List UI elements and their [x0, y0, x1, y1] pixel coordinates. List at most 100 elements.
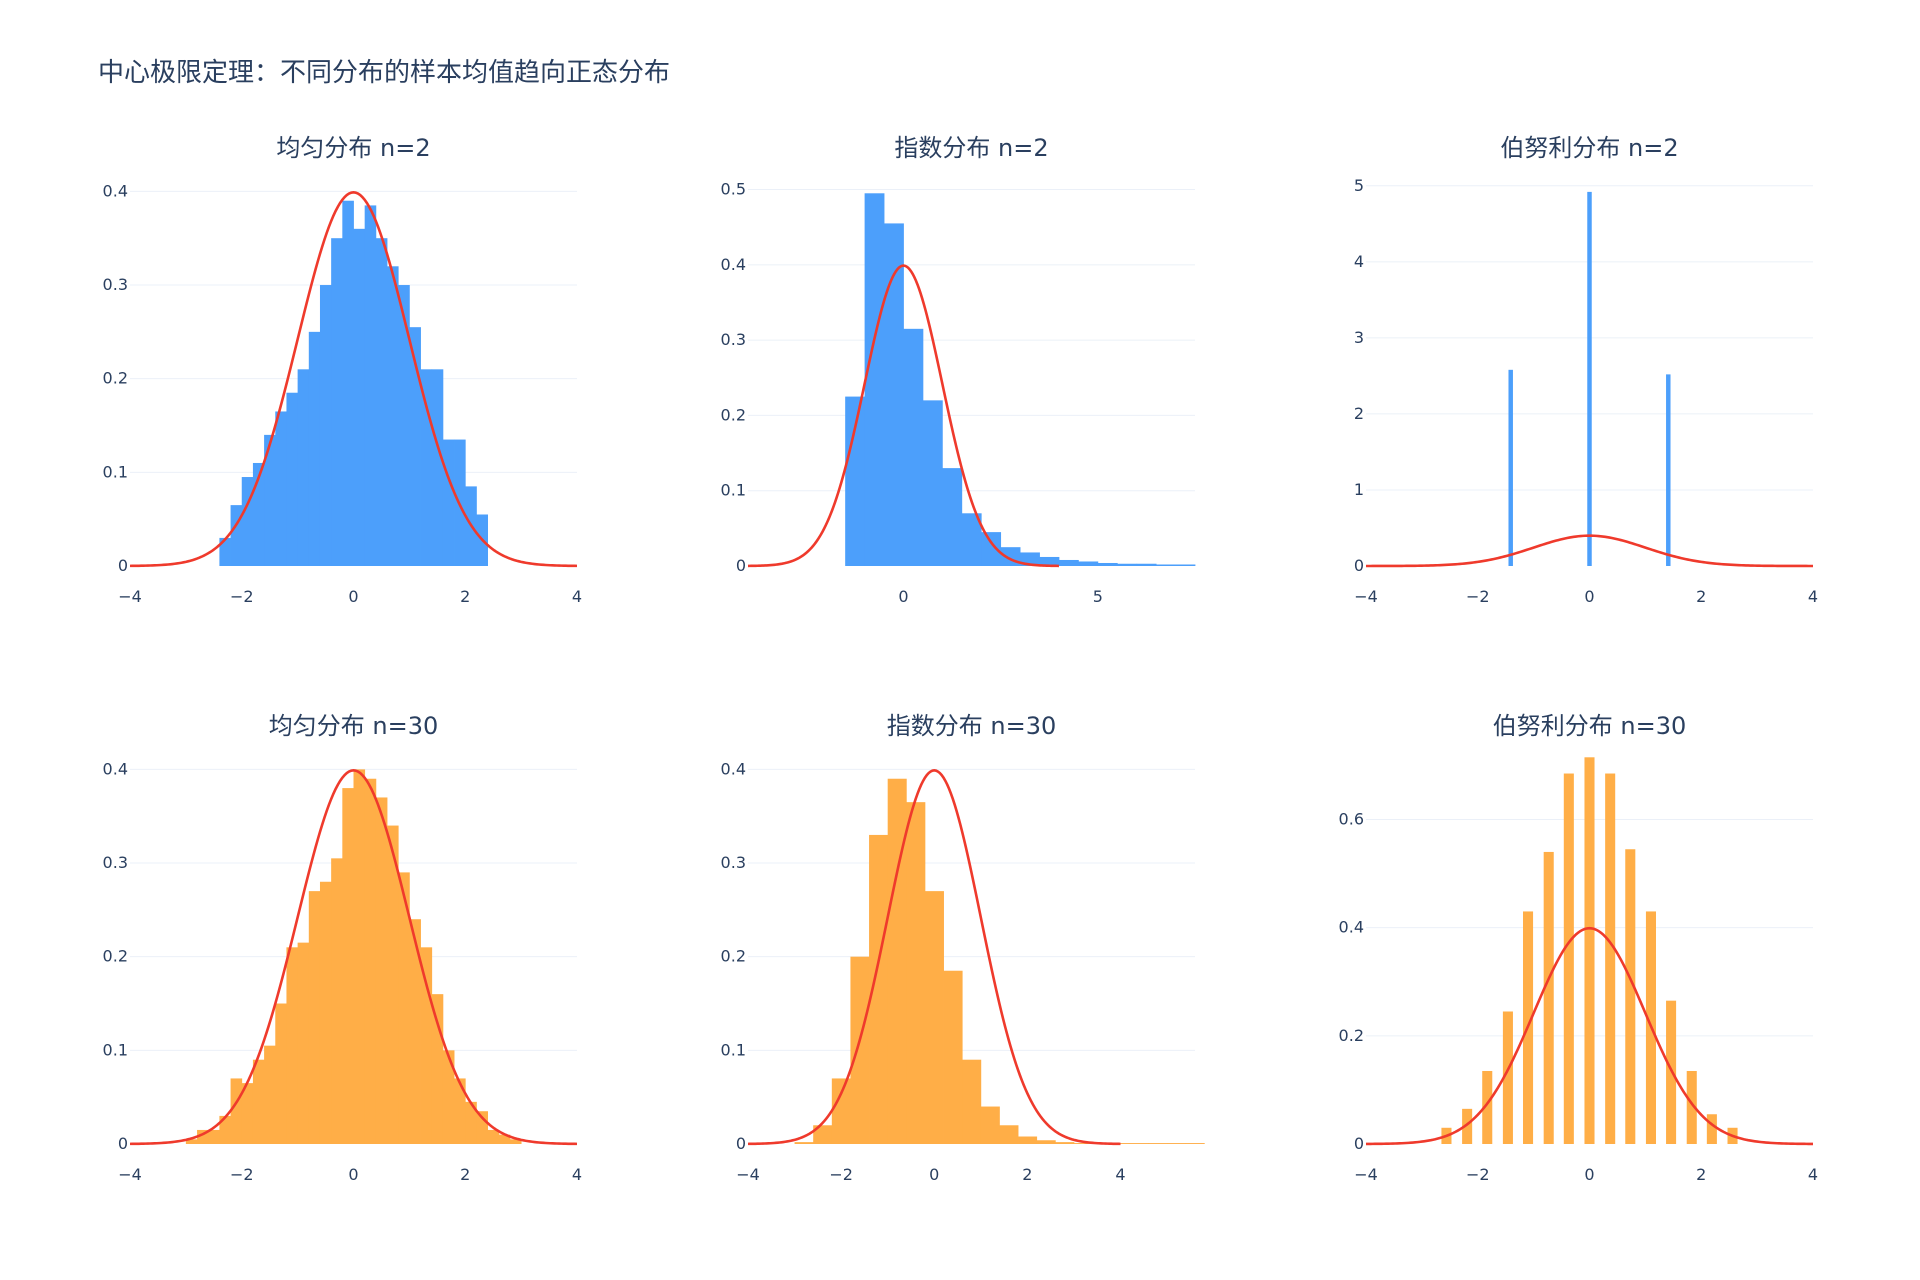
- y-tick-label: 0: [118, 556, 128, 575]
- x-tick-label: −2: [1466, 587, 1490, 606]
- histogram-bar: [794, 1142, 814, 1144]
- y-tick-label: 0.6: [1339, 809, 1364, 828]
- x-tick-label: −4: [1354, 1165, 1378, 1184]
- histogram-bar: [1508, 369, 1513, 566]
- normal-curve: [747, 769, 1121, 1146]
- histogram-bar: [962, 1059, 982, 1144]
- histogram-bar: [850, 956, 870, 1144]
- histogram-bar: [342, 788, 354, 1144]
- histogram-bar: [264, 434, 276, 566]
- histogram-bar: [431, 369, 444, 566]
- subplot-title: 伯努利分布 n=2: [1500, 134, 1678, 162]
- histogram-bar: [1036, 1140, 1056, 1144]
- subplot-5: 指数分布 n=30 0 0.1 0.2 0.3 0.4 −4 −2 0 2 4: [721, 712, 1205, 1184]
- histogram-bar: [1148, 1143, 1168, 1144]
- y-tick-label: 0.1: [721, 1040, 746, 1059]
- histogram-bar: [230, 1078, 243, 1144]
- histogram-bar: [980, 1106, 1000, 1144]
- subplot-title: 均匀分布 n=2: [276, 134, 430, 162]
- normal-curve: [747, 264, 1059, 568]
- histogram-bar: [924, 891, 944, 1144]
- y-tick-label: 0.3: [721, 853, 746, 872]
- histogram-bar: [219, 1115, 231, 1144]
- histogram-bar: [1502, 1011, 1513, 1144]
- histogram-bar: [903, 328, 924, 566]
- histogram-bar: [230, 505, 243, 566]
- x-tick-label: −4: [118, 587, 142, 606]
- histogram-bar: [465, 1101, 477, 1144]
- subplot-6: 伯努利分布 n=30 0 0.2 0.4 0.6 −4 −2 0 2 4: [1339, 712, 1819, 1184]
- histogram-bar: [1666, 374, 1671, 566]
- subplot-1: 均匀分布 n=2 0 0.1 0.2 0.3 0.4 −4 −2 0 2 4: [103, 134, 583, 606]
- histogram-bar: [297, 942, 310, 1144]
- y-tick-label: 0.4: [103, 181, 128, 200]
- x-tick-label: 2: [1022, 1165, 1032, 1184]
- histogram-bar: [431, 994, 444, 1144]
- y-tick-label: 0.4: [1339, 918, 1364, 937]
- histogram-bar: [319, 285, 332, 566]
- x-tick-label: 0: [898, 587, 908, 606]
- histogram-bar: [831, 1078, 851, 1144]
- x-tick-label: 2: [1696, 1165, 1706, 1184]
- histogram-bar: [1605, 773, 1616, 1144]
- y-tick-label: 5: [1354, 176, 1364, 195]
- histogram-bar: [185, 1139, 198, 1144]
- histogram-bar: [364, 778, 377, 1144]
- y-tick-label: 2: [1354, 404, 1364, 423]
- y-tick-label: 0.5: [721, 180, 746, 199]
- histogram-bar: [487, 1129, 500, 1144]
- histogram-bar: [981, 532, 1002, 566]
- histogram-bar: [1482, 1070, 1493, 1144]
- subplot-title: 均匀分布 n=30: [269, 712, 439, 740]
- subplot-title: 伯努利分布 n=30: [1493, 712, 1687, 740]
- normal-curve: [1366, 534, 1813, 568]
- histogram-bar: [884, 223, 904, 567]
- histogram-bar: [1625, 849, 1636, 1144]
- y-tick-label: 0.1: [721, 481, 746, 500]
- y-tick-label: 0.4: [721, 255, 746, 274]
- y-tick-label: 4: [1354, 252, 1364, 271]
- histogram-bar: [264, 1045, 276, 1144]
- histogram-bar: [297, 369, 310, 566]
- histogram-bar: [1136, 563, 1157, 566]
- y-tick-label: 0: [736, 556, 746, 575]
- histogram-bar: [364, 205, 377, 567]
- histogram-bar: [252, 462, 265, 566]
- y-tick-label: 0.4: [721, 759, 746, 778]
- y-tick-label: 0.4: [103, 759, 128, 778]
- histogram-bar: [286, 392, 299, 566]
- y-tick-label: 1: [1354, 480, 1364, 499]
- x-tick-label: 4: [572, 587, 582, 606]
- y-tick-label: 0.2: [103, 369, 128, 388]
- histogram-bar: [1073, 1143, 1093, 1144]
- normal-curve: [129, 191, 578, 568]
- histogram-bar: [1543, 851, 1554, 1144]
- x-tick-label: 4: [1808, 1165, 1818, 1184]
- histogram-bar: [319, 881, 332, 1144]
- x-tick-label: 0: [348, 1165, 358, 1184]
- histogram-bar: [252, 1059, 265, 1144]
- histogram-bar: [498, 1134, 511, 1144]
- histogram-bar: [845, 396, 866, 566]
- y-tick-label: 0: [1354, 556, 1364, 575]
- x-tick-label: 4: [1115, 1165, 1125, 1184]
- histogram-bar: [1039, 556, 1060, 566]
- histogram-bar: [887, 778, 907, 1144]
- histogram-bar: [1584, 757, 1595, 1144]
- histogram-bar: [442, 439, 455, 566]
- histogram-bar: [1156, 564, 1176, 566]
- subplot-title: 指数分布 n=2: [894, 134, 1048, 162]
- y-tick-label: 0.2: [721, 947, 746, 966]
- histogram-bar: [1058, 559, 1079, 566]
- histogram-bar: [398, 285, 410, 566]
- histogram-bar: [943, 970, 963, 1144]
- histogram-bar: [219, 537, 231, 566]
- histogram-bar: [409, 919, 421, 1144]
- x-tick-label: −2: [230, 1165, 254, 1184]
- x-tick-label: 4: [1808, 587, 1818, 606]
- subplot-3: 伯努利分布 n=2 0 1 2 3 4 5 −4 −2 0 2 4: [1354, 134, 1818, 606]
- x-tick-label: 2: [460, 587, 470, 606]
- histogram-bar: [813, 1125, 833, 1144]
- histogram-bar: [409, 327, 421, 566]
